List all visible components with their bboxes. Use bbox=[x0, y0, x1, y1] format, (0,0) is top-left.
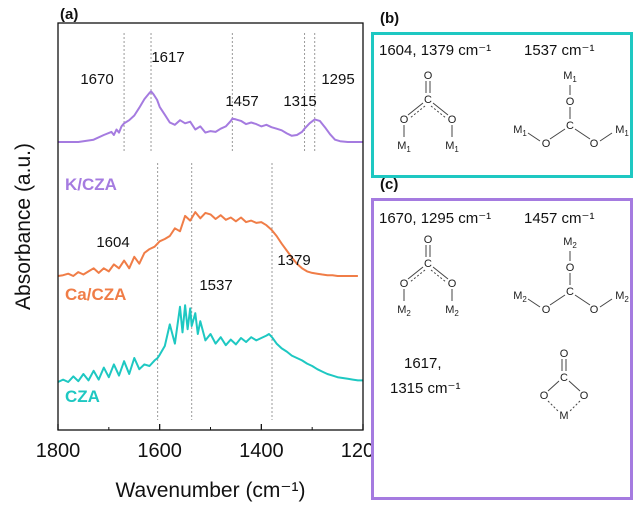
oxygen-right: O bbox=[590, 138, 599, 150]
bidentate-carbonate-m2: OCO OM2 M2 bbox=[397, 234, 459, 318]
metal-left: M1 bbox=[513, 124, 527, 138]
series-label-cza: CZA bbox=[65, 387, 100, 406]
carbon: C bbox=[560, 372, 568, 384]
series-line-ca-cza bbox=[57, 211, 358, 277]
bond-o-m-left bbox=[547, 400, 559, 412]
bond-o-m-right bbox=[599, 132, 613, 142]
x-tick-label-1600: 1600 bbox=[137, 440, 182, 462]
series-line-cza bbox=[57, 304, 363, 383]
annotation-1457: 1457 bbox=[225, 93, 258, 110]
annotation-1537: 1537 bbox=[199, 277, 232, 294]
y-axis-label: Absorbance (a.u.) bbox=[12, 143, 35, 310]
carbon: C bbox=[424, 258, 432, 270]
oxygen-right: O bbox=[448, 278, 457, 290]
carbon: C bbox=[566, 120, 574, 132]
metal-top: M1 bbox=[563, 70, 577, 84]
metal-right: M2 bbox=[615, 290, 629, 304]
bond-o-m-left bbox=[527, 298, 541, 308]
bond-c-o-right bbox=[568, 380, 581, 392]
bond-c-o-right-partial bbox=[430, 269, 447, 283]
bond-c-o-left-partial bbox=[409, 105, 426, 119]
bond-c-o-right bbox=[574, 128, 591, 140]
annotation-1315: 1315 bbox=[283, 93, 316, 110]
oxygen-left: O bbox=[542, 304, 551, 316]
bond-c-o-right bbox=[574, 294, 591, 306]
bond-o-m-left bbox=[527, 132, 541, 142]
metal-left: M2 bbox=[397, 304, 411, 318]
oxygen-left: O bbox=[400, 278, 409, 290]
bond-c-o-left bbox=[549, 294, 566, 306]
oxygen-top: O bbox=[424, 234, 433, 246]
oxygen-top: O bbox=[566, 262, 575, 274]
bond-c-o-left bbox=[549, 128, 566, 140]
oxygen-top: O bbox=[560, 348, 569, 360]
bond-o-m-right bbox=[599, 298, 613, 308]
bond-c-o-left-partial bbox=[409, 269, 426, 283]
oxygen-left: O bbox=[542, 138, 551, 150]
panel-c-label-left: 1670, 1295 cm⁻¹ bbox=[379, 210, 492, 227]
oxygen-top: O bbox=[566, 96, 575, 108]
bond-c-o-right bbox=[432, 102, 449, 116]
metal-right: M1 bbox=[445, 140, 459, 154]
carbon: C bbox=[424, 94, 432, 106]
x-axis-label: Wavenumber (cm⁻¹) bbox=[116, 479, 306, 502]
x-tick-label-1800: 1800 bbox=[36, 440, 81, 462]
panel-c-box: 1670, 1295 cm⁻¹ 1457 cm⁻¹ 1617, 1315 cm⁻… bbox=[371, 198, 633, 500]
metal-right: M1 bbox=[615, 124, 629, 138]
series-label-ca-cza: Ca/CZA bbox=[65, 285, 126, 304]
carbon: C bbox=[566, 286, 574, 298]
oxygen-left: O bbox=[540, 390, 549, 402]
bond-c-o-right bbox=[432, 266, 449, 280]
metal-top: M2 bbox=[563, 236, 577, 250]
chelating-carboxylate-m: OCO OM bbox=[540, 348, 589, 422]
annotation-1295: 1295 bbox=[321, 71, 354, 88]
panel-c-label-bottom-2: 1315 cm⁻¹ bbox=[390, 380, 461, 397]
metal-left: M2 bbox=[513, 290, 527, 304]
panel-b-label: (b) bbox=[380, 10, 400, 27]
metal-left: M1 bbox=[397, 140, 411, 154]
metal-right: M2 bbox=[445, 304, 459, 318]
panel-c-label: (c) bbox=[380, 176, 399, 193]
annotation-1670: 1670 bbox=[80, 71, 113, 88]
bond-o-m-right bbox=[569, 400, 581, 412]
x-tick-label-1400: 1400 bbox=[239, 440, 284, 462]
annotation-1379: 1379 bbox=[277, 252, 310, 269]
series-label-k-cza: K/CZA bbox=[65, 175, 117, 194]
bond-c-o-left bbox=[547, 380, 560, 392]
panel-a-label: (a) bbox=[60, 6, 79, 23]
bond-c-o-left bbox=[407, 102, 424, 116]
oxygen-top: O bbox=[424, 70, 433, 82]
panel-c-label-bottom-1: 1617, bbox=[404, 355, 442, 372]
bond-c-o-right-partial bbox=[430, 105, 447, 119]
oxygen-right: O bbox=[590, 304, 599, 316]
series-line-k-cza bbox=[58, 90, 363, 143]
annotation-1604: 1604 bbox=[96, 234, 129, 251]
panel-b-label-left: 1604, 1379 cm⁻¹ bbox=[379, 42, 492, 59]
annotation-1617: 1617 bbox=[151, 49, 184, 66]
oxygen-right: O bbox=[580, 390, 589, 402]
oxygen-left: O bbox=[400, 114, 409, 126]
oxygen-right: O bbox=[448, 114, 457, 126]
bond-c-o-left bbox=[407, 266, 424, 280]
panel-b-label-right: 1537 cm⁻¹ bbox=[524, 42, 595, 59]
bidentate-carbonate-m1: OCO OM1 M1 bbox=[397, 70, 459, 154]
panel-c-label-right: 1457 cm⁻¹ bbox=[524, 210, 595, 227]
panel-b-box: 1604, 1379 cm⁻¹ 1537 cm⁻¹ O C O O M1 M1 M1 O C O… bbox=[371, 32, 633, 178]
metal: M bbox=[559, 410, 568, 422]
